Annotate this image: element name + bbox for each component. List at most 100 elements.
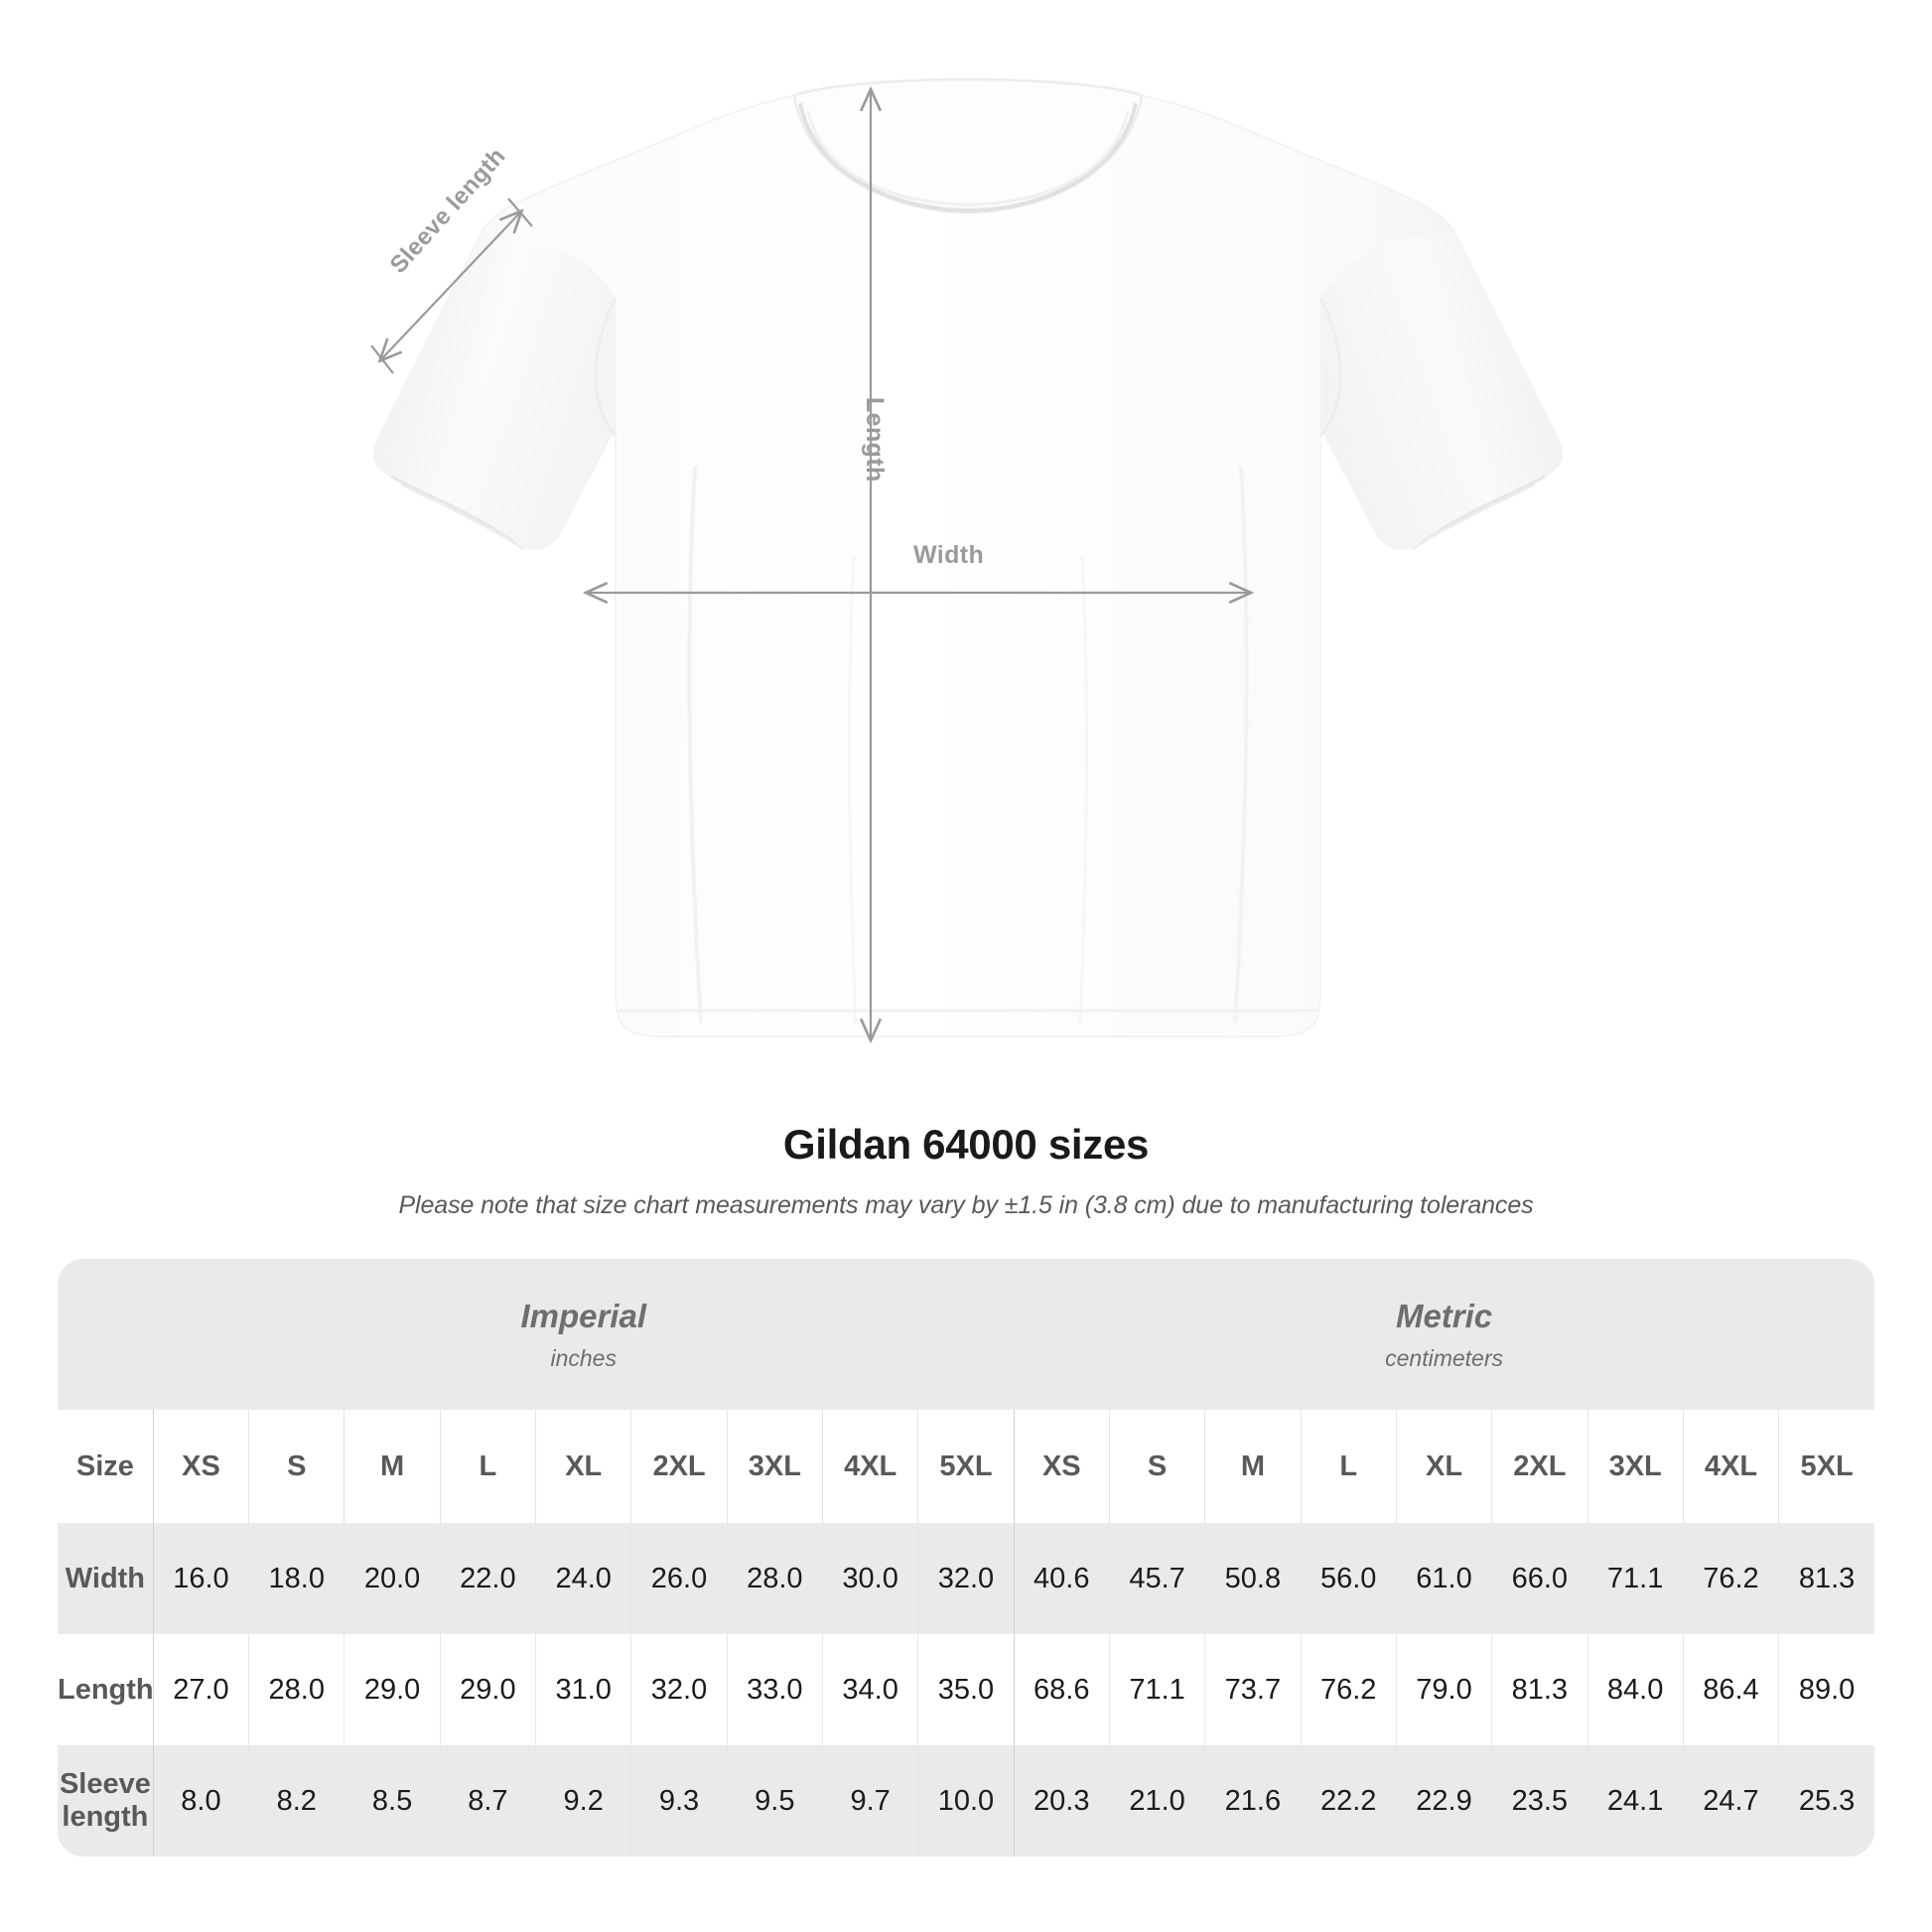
cell-length-imperial-l: 29.0 (439, 1634, 536, 1746)
sleeve-tick-bottom (370, 345, 394, 374)
unit-header-imperial: Imperial inches (153, 1259, 1015, 1411)
cell-sleeve-length-metric-5xl: 25.3 (1778, 1745, 1874, 1858)
cell-sleeve-length-imperial-l: 8.7 (439, 1745, 536, 1858)
cell-sleeve-length-imperial-4xl: 9.7 (821, 1745, 918, 1858)
cell-width-imperial-m: 20.0 (344, 1523, 441, 1635)
size-header-imperial-xl: XL (535, 1410, 631, 1524)
cell-length-imperial-m: 29.0 (344, 1634, 441, 1746)
size-header-imperial-xs: XS (152, 1410, 249, 1524)
cell-sleeve-length-imperial-5xl: 10.0 (917, 1745, 1015, 1858)
measurement-arrows (370, 91, 1249, 1038)
cell-length-imperial-xs: 27.0 (152, 1634, 249, 1746)
cell-sleeve-length-metric-xl: 22.9 (1395, 1745, 1492, 1858)
cell-sleeve-length-metric-4xl: 24.7 (1682, 1745, 1779, 1858)
cell-length-metric-s: 71.1 (1108, 1634, 1205, 1746)
cell-width-metric-s: 45.7 (1108, 1523, 1205, 1635)
cell-length-imperial-s: 28.0 (248, 1634, 345, 1746)
cell-length-imperial-2xl: 32.0 (630, 1634, 728, 1746)
cell-sleeve-length-metric-m: 21.6 (1204, 1745, 1302, 1858)
unit-header-row: Imperial inches Metric centimeters (58, 1259, 1874, 1411)
cell-sleeve-length-imperial-3xl: 9.5 (726, 1745, 823, 1858)
size-header-imperial-2xl: 2XL (630, 1410, 728, 1524)
unit-system-sublabel: inches (550, 1344, 617, 1371)
cell-length-metric-m: 73.7 (1204, 1634, 1302, 1746)
cell-sleeve-length-metric-s: 21.0 (1108, 1745, 1205, 1858)
cell-width-metric-xs: 40.6 (1013, 1523, 1110, 1635)
size-header-imperial-m: M (344, 1410, 441, 1524)
size-table-wrapper: Imperial inches Metric centimeters Size XS S M L… (58, 1259, 1874, 1858)
size-header-row: Size XS S M L XL 2XL 3XL 4XL 5XL XS S M L XL 2XL 3XL 4XL 5… (58, 1410, 1874, 1524)
cell-sleeve-length-imperial-xs: 8.0 (152, 1745, 249, 1858)
cell-width-metric-2xl: 66.0 (1491, 1523, 1587, 1635)
cell-width-imperial-4xl: 30.0 (821, 1523, 918, 1635)
unit-system-name: Metric (1395, 1297, 1493, 1334)
table-row: Sleeve length 8.0 8.2 8.5 8.7 9.2 9.3 9.5 9.7 10.… (58, 1745, 1874, 1858)
tolerance-note: Please note that size chart measurements… (398, 1191, 1534, 1220)
cell-sleeve-length-metric-xs: 20.3 (1013, 1745, 1110, 1858)
width-label: Width (913, 541, 985, 569)
cell-sleeve-length-imperial-m: 8.5 (344, 1745, 441, 1858)
cell-length-metric-xl: 79.0 (1395, 1634, 1492, 1746)
cell-sleeve-length-metric-3xl: 24.1 (1587, 1745, 1684, 1858)
unit-system-name: Imperial (520, 1297, 646, 1334)
unit-header-spacer (58, 1259, 154, 1411)
cell-sleeve-length-metric-2xl: 23.5 (1491, 1745, 1587, 1858)
cell-length-imperial-5xl: 35.0 (917, 1634, 1015, 1746)
size-table: Imperial inches Metric centimeters Size XS S M L… (58, 1259, 1874, 1858)
tshirt-diagram: Sleeve length Length Width (370, 77, 1564, 1112)
cell-length-metric-l: 76.2 (1300, 1634, 1397, 1746)
cell-length-metric-xs: 68.6 (1013, 1634, 1110, 1746)
size-header-imperial-s: S (248, 1410, 345, 1524)
size-header-metric-4xl: 4XL (1682, 1410, 1779, 1524)
cell-length-imperial-xl: 31.0 (535, 1634, 631, 1746)
size-header-metric-xl: XL (1395, 1410, 1492, 1524)
cell-length-metric-4xl: 86.4 (1682, 1634, 1779, 1746)
cell-width-metric-xl: 61.0 (1395, 1523, 1492, 1635)
cell-sleeve-length-imperial-s: 8.2 (248, 1745, 345, 1858)
size-header-metric-l: L (1300, 1410, 1397, 1524)
cell-sleeve-length-imperial-2xl: 9.3 (630, 1745, 728, 1858)
table-row: Length 27.0 28.0 29.0 29.0 31.0 32.0 33.0 34.0 35… (58, 1634, 1874, 1746)
cell-length-imperial-3xl: 33.0 (726, 1634, 823, 1746)
size-header-metric-3xl: 3XL (1587, 1410, 1684, 1524)
cell-sleeve-length-metric-l: 22.2 (1300, 1745, 1397, 1858)
size-header-imperial-3xl: 3XL (726, 1410, 823, 1524)
chart-heading: Gildan 64000 sizes Please note that size… (0, 1112, 1932, 1220)
sleeve-length-arrow (381, 212, 520, 359)
size-header-imperial-5xl: 5XL (917, 1410, 1015, 1524)
size-header-metric-m: M (1204, 1410, 1302, 1524)
size-column-header: Size (58, 1410, 154, 1524)
cell-width-imperial-l: 22.0 (439, 1523, 536, 1635)
cell-width-imperial-xs: 16.0 (152, 1523, 249, 1635)
size-header-metric-5xl: 5XL (1778, 1410, 1874, 1524)
cell-width-metric-4xl: 76.2 (1682, 1523, 1779, 1635)
cell-width-metric-m: 50.8 (1204, 1523, 1302, 1635)
cell-length-metric-2xl: 81.3 (1491, 1634, 1587, 1746)
cell-width-imperial-s: 18.0 (248, 1523, 345, 1635)
size-header-metric-xs: XS (1013, 1410, 1110, 1524)
cell-width-imperial-xl: 24.0 (535, 1523, 631, 1635)
table-row: Width 16.0 18.0 20.0 22.0 24.0 26.0 28.0 30.0 32.… (58, 1523, 1874, 1635)
size-header-metric-2xl: 2XL (1491, 1410, 1587, 1524)
size-header-imperial-l: L (439, 1410, 536, 1524)
cell-sleeve-length-imperial-xl: 9.2 (535, 1745, 631, 1858)
cell-width-metric-l: 56.0 (1300, 1523, 1397, 1635)
length-label: Length (861, 397, 889, 483)
cell-width-imperial-2xl: 26.0 (630, 1523, 728, 1635)
row-header-length: Length (58, 1634, 154, 1746)
size-header-metric-s: S (1108, 1410, 1205, 1524)
cell-length-imperial-4xl: 34.0 (821, 1634, 918, 1746)
cell-length-metric-5xl: 89.0 (1778, 1634, 1874, 1746)
tshirt-illustration (370, 77, 1564, 1112)
unit-header-metric: Metric centimeters (1014, 1259, 1874, 1411)
cell-width-metric-5xl: 81.3 (1778, 1523, 1874, 1635)
sleeve-tick-top (507, 198, 533, 227)
cell-width-imperial-3xl: 28.0 (726, 1523, 823, 1635)
row-header-sleeve-length: Sleeve length (58, 1745, 154, 1858)
size-header-imperial-4xl: 4XL (821, 1410, 918, 1524)
cell-width-metric-3xl: 71.1 (1587, 1523, 1684, 1635)
unit-system-sublabel: centimeters (1385, 1344, 1503, 1371)
page-title: Gildan 64000 sizes (782, 1121, 1150, 1168)
cell-length-metric-3xl: 84.0 (1587, 1634, 1684, 1746)
